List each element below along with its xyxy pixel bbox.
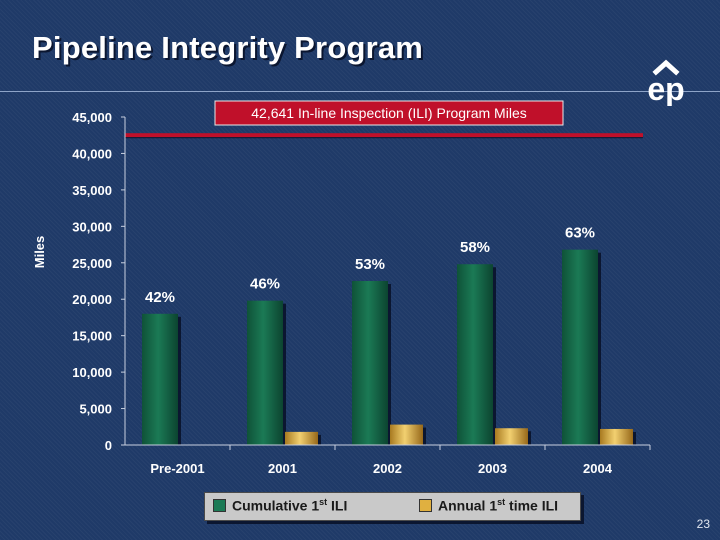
bar-annual (600, 428, 633, 445)
logo-text: ep (647, 71, 684, 106)
bars (142, 249, 636, 445)
chart: 0 5,000 10,000 15,000 20,000 25,000 30,000 35,0… (32, 100, 651, 476)
reference-line-label: 42,641 In-line Inspection (ILI) Program … (251, 105, 526, 121)
y-tick-label: 10,000 (72, 365, 112, 380)
data-label: 58% (460, 239, 490, 256)
reference-line-group: 42,641 In-line Inspection (ILI) Program … (125, 100, 643, 139)
bar-cumulative (457, 264, 493, 445)
bar-cumulative (352, 281, 388, 445)
y-tick-label: 20,000 (72, 292, 112, 307)
x-tick-label: 2001 (268, 461, 297, 476)
bar-annual (495, 428, 528, 445)
y-tick-label: 25,000 (72, 256, 112, 271)
data-label: 53% (355, 256, 385, 273)
bar-cumulative (247, 300, 283, 445)
y-tick-label: 0 (105, 438, 112, 453)
legend-swatch-annual (419, 498, 432, 512)
legend-label-cumulative: Cumulative 1st ILI (232, 497, 348, 514)
bar-annual (390, 424, 423, 445)
bar-annual (285, 431, 318, 445)
page-number: 23 (696, 517, 710, 531)
y-tick-label: 45,000 (72, 110, 112, 125)
data-labels: 42% 46% 53% 58% 63% (145, 225, 595, 306)
legend-item-cumulative: Cumulative 1st ILI (213, 497, 347, 514)
y-tick-label: 40,000 (72, 146, 112, 161)
page-title: Pipeline Integrity Program (32, 30, 424, 65)
x-tick-label: 2003 (478, 461, 507, 476)
legend: Cumulative 1st ILI Annual 1st time ILI (204, 492, 581, 521)
ep-logo: ep (636, 58, 696, 111)
data-label: 42% (145, 289, 175, 306)
reference-line-label-box (214, 100, 564, 126)
y-tick-label: 15,000 (72, 329, 112, 344)
title-divider (0, 91, 720, 92)
x-tick-label: Pre-2001 (150, 461, 204, 476)
x-tick-label: 2004 (583, 461, 613, 476)
reference-line (125, 133, 643, 138)
y-tick-label: 30,000 (72, 219, 112, 234)
data-label: 46% (250, 276, 280, 293)
y-tick-label: 35,000 (72, 183, 112, 198)
y-tick-label: 5,000 (79, 402, 112, 417)
bar-cumulative (142, 313, 178, 445)
legend-label-annual: Annual 1st time ILI (438, 497, 559, 514)
bar-cumulative (562, 249, 598, 445)
legend-item-annual: Annual 1st time ILI (419, 497, 558, 514)
legend-swatch-cumulative (213, 498, 226, 512)
y-axis-ticks: 0 5,000 10,000 15,000 20,000 25,000 30,000 35,0… (72, 110, 125, 453)
x-axis-labels: Pre-2001 2001 2002 2003 2004 (150, 445, 651, 476)
y-axis-label: Miles (32, 236, 47, 269)
reference-line-shadow (125, 137, 643, 139)
x-tick-label: 2002 (373, 461, 402, 476)
data-label: 63% (565, 225, 595, 242)
